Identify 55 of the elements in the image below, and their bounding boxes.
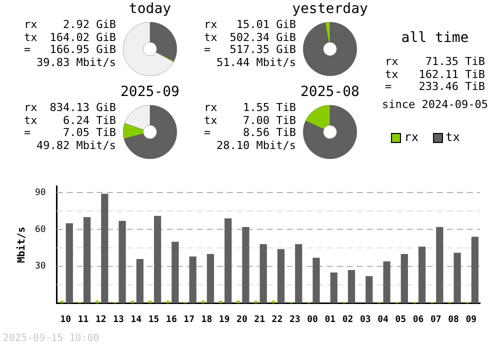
legend-label: rx [403, 130, 419, 144]
x-tick-label: 00 [307, 314, 318, 325]
text: tx 7.00 TiB [204, 114, 296, 126]
x-tick-label: 05 [395, 314, 406, 325]
x-tick-label: 18 [201, 314, 212, 325]
chart-title: 2025-08 [299, 84, 360, 100]
text: 28.10 Mbit/s [216, 138, 296, 152]
x-tick-label: 04 [378, 314, 390, 325]
y-axis-title: Mbit/s [16, 226, 28, 263]
x-tick-label: 21 [254, 314, 266, 325]
text: tx 6.24 TiB [24, 114, 116, 126]
x-tick-label: 12 [95, 314, 106, 325]
text: rx 834.13 GiB [24, 101, 116, 114]
y-tick-label: 30 [34, 262, 46, 272]
text: = 8.56 TiB [204, 126, 296, 139]
x-tick-label: 15 [148, 314, 160, 325]
text: tx 502.34 GiB [204, 30, 296, 44]
legend-label: tx [444, 130, 460, 144]
x-tick-label: 19 [218, 314, 230, 325]
x-tick-label: 20 [236, 314, 248, 325]
x-tick-label: 01 [324, 314, 336, 325]
text: all time [400, 30, 470, 46]
x-tick-label: 09 [466, 314, 477, 325]
x-tick-label: 14 [130, 314, 142, 325]
x-tick-label: 23 [289, 314, 300, 325]
chart-title: yesterday [291, 1, 369, 17]
y-tick-label: 90 [34, 188, 46, 198]
text: = 7.05 TiB [24, 126, 116, 139]
text: tx 164.02 GiB [24, 30, 116, 44]
text: 49.82 Mbit/s [36, 138, 116, 152]
x-tick-label: 22 [272, 314, 283, 325]
text: = 517.35 GiB [204, 43, 296, 56]
x-tick-label: 17 [184, 314, 194, 325]
x-tick-label: 11 [78, 314, 89, 325]
text: 51.44 Mbit/s [216, 56, 296, 69]
x-tick-label: 13 [113, 314, 124, 325]
text: rx 15.01 GiB [204, 18, 296, 31]
text: tx 162.11 TiB [385, 68, 485, 80]
text: rx 1.55 TiB [204, 101, 296, 114]
x-tick-label: 16 [166, 314, 177, 325]
text: rx 2.92 GiB [24, 18, 116, 31]
text: rx 71.35 TiB [385, 55, 485, 68]
x-tick-label: 02 [342, 314, 354, 325]
y-tick-label: 60 [34, 224, 46, 235]
text: = 233.46 TiB [385, 80, 485, 93]
text: 39.83 Mbit/s [36, 56, 116, 69]
x-tick-label: 07 [430, 314, 442, 325]
chart-title: today [128, 1, 172, 17]
x-tick-label: 06 [412, 314, 424, 325]
x-tick-label: 10 [60, 314, 72, 325]
x-tick-label: 03 [360, 314, 371, 325]
text: = 166.95 GiB [24, 43, 116, 56]
text: since 2024-09-05 [381, 98, 489, 112]
x-tick-label: 08 [448, 314, 459, 325]
chart-title: 2025-09 [119, 84, 180, 100]
